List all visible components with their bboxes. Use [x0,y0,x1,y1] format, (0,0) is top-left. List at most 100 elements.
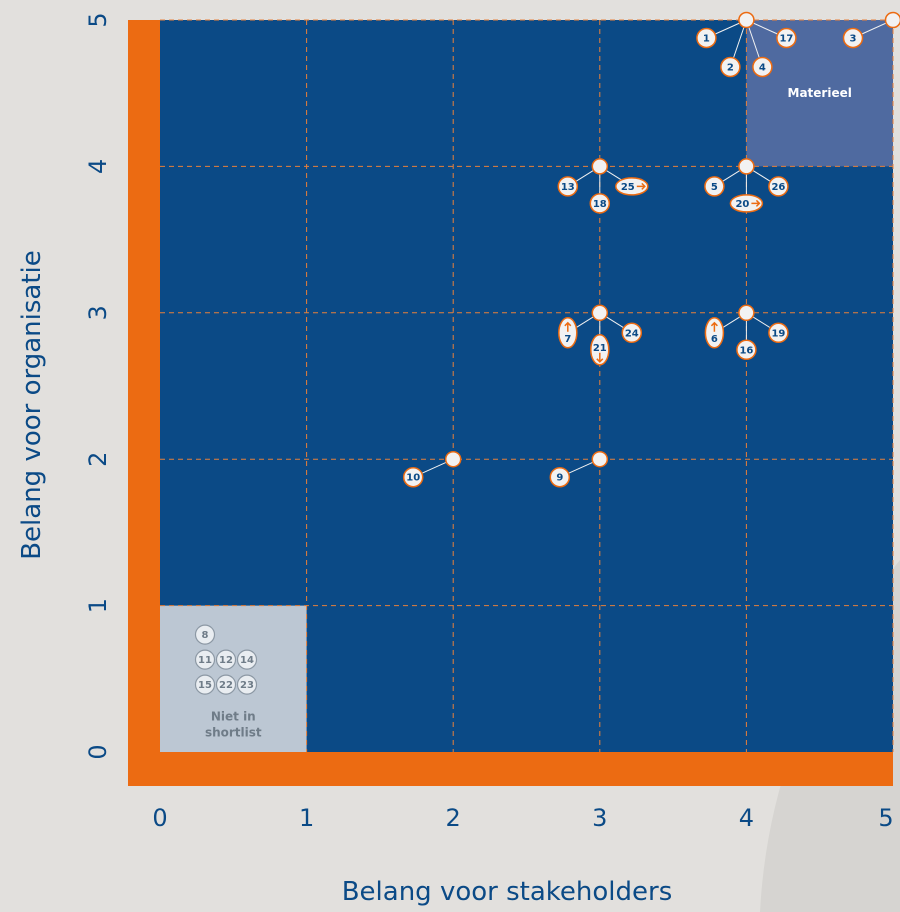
point-group: 7 24 21 [558,304,643,366]
y-tick-label: 1 [84,598,112,613]
item-label: 7 [564,334,571,345]
x-tick-label: 2 [446,804,461,832]
data-point-node [738,158,755,175]
item-label: 5 [711,182,718,193]
item-label: 1 [703,34,710,45]
item-bubble [768,322,789,344]
item-label: 20 [735,199,749,210]
item-label: 6 [711,334,718,345]
shortlist-label: 14 [240,655,254,666]
item-bubble [842,27,864,49]
shortlist-label: 22 [219,680,233,691]
y-axis-ticks: 0 1 2 3 4 5 [84,12,112,759]
data-point-node [591,304,609,322]
x-axis-bar [128,752,893,786]
item-bubble [590,334,610,366]
data-point-node [738,304,755,322]
arrow-right-icon [636,182,646,190]
item-label: 25 [621,182,635,193]
x-tick-label: 4 [739,804,754,832]
grid-lines [160,19,894,752]
zones: Materieel Niet in shortlist [160,20,893,752]
item-bubble [557,176,579,197]
item-bubble [696,27,717,49]
item-label: 13 [561,182,575,193]
shortlist-label: 8 [202,630,209,641]
item-label: 18 [593,199,607,210]
data-point-node [591,158,609,175]
item-bubble [615,177,649,196]
x-axis-title: Belang voor stakeholders [342,877,673,907]
item-label: 17 [779,34,793,45]
item-bubble [736,339,757,361]
item-bubble [768,176,789,197]
data-point-node [444,450,462,468]
item-label: 9 [556,473,563,484]
point-group: 1 17 2 4 [696,11,797,78]
data-point-node [738,11,755,29]
item-label: 24 [625,328,639,339]
shortlist-label: 12 [219,655,233,666]
zone-materieel [746,20,893,167]
x-tick-label: 0 [152,804,167,832]
item-bubble [558,317,578,349]
y-tick-label: 2 [84,452,112,467]
shortlist-label: 15 [198,680,212,691]
shortlist-bubble [215,649,237,670]
data-point-node [591,450,609,468]
x-tick-label: 5 [878,804,893,832]
point-group: 5 26 20 [704,158,789,213]
shortlist-items: 8 11 12 14 15 22 23 [194,624,258,695]
item-label: 10 [406,473,420,484]
item-label: 21 [593,343,607,354]
item-bubble [704,317,725,349]
y-axis-title: Belang voor organisatie [17,250,47,560]
arrow-right-icon [751,199,761,207]
arrow-down-icon [596,352,604,363]
item-label: 3 [850,34,857,45]
shortlist-label: 23 [240,680,254,691]
point-group: 9 [549,450,609,488]
y-tick-label: 3 [84,305,112,320]
item-bubble [776,27,797,49]
shortlist-bubble [215,674,237,695]
point-group: 10 [402,450,462,488]
point-group: 6 19 16 [704,304,789,361]
item-label: 4 [759,63,766,74]
item-bubble [704,176,725,197]
item-bubble [729,194,764,213]
shortlist-bubble [194,649,216,670]
point-group: 3 [842,11,900,49]
y-tick-label: 0 [84,744,112,759]
x-tick-label: 1 [299,804,314,832]
item-label: 16 [739,345,753,356]
data-point-node [884,11,900,29]
shortlist-bubble [236,649,258,670]
item-bubble [402,466,424,488]
item-bubble [549,466,571,488]
item-bubble [720,56,741,78]
zone-label-niet-in-shortlist: Niet in shortlist [205,710,262,740]
arrow-up-icon [564,321,572,332]
x-tick-label: 3 [592,804,607,832]
point-group: 13 25 18 [557,158,649,214]
shortlist-bubble [194,624,216,645]
shortlist-bubble [194,674,216,695]
y-tick-label: 5 [84,12,112,27]
y-tick-label: 4 [84,159,112,174]
item-label: 19 [771,328,785,339]
x-axis-ticks: 0 1 2 3 4 5 [152,804,893,832]
axis-bars [128,20,893,786]
shortlist-bubble [236,674,258,695]
item-label: 26 [771,182,785,193]
shortlist-label: 11 [198,655,212,666]
item-bubble [589,193,611,214]
item-bubble [752,56,773,78]
y-axis-bar [128,20,160,786]
item-label: 2 [727,63,734,74]
item-bubble [621,322,643,344]
zone-label-materieel: Materieel [788,86,852,100]
arrow-up-icon [710,321,718,332]
